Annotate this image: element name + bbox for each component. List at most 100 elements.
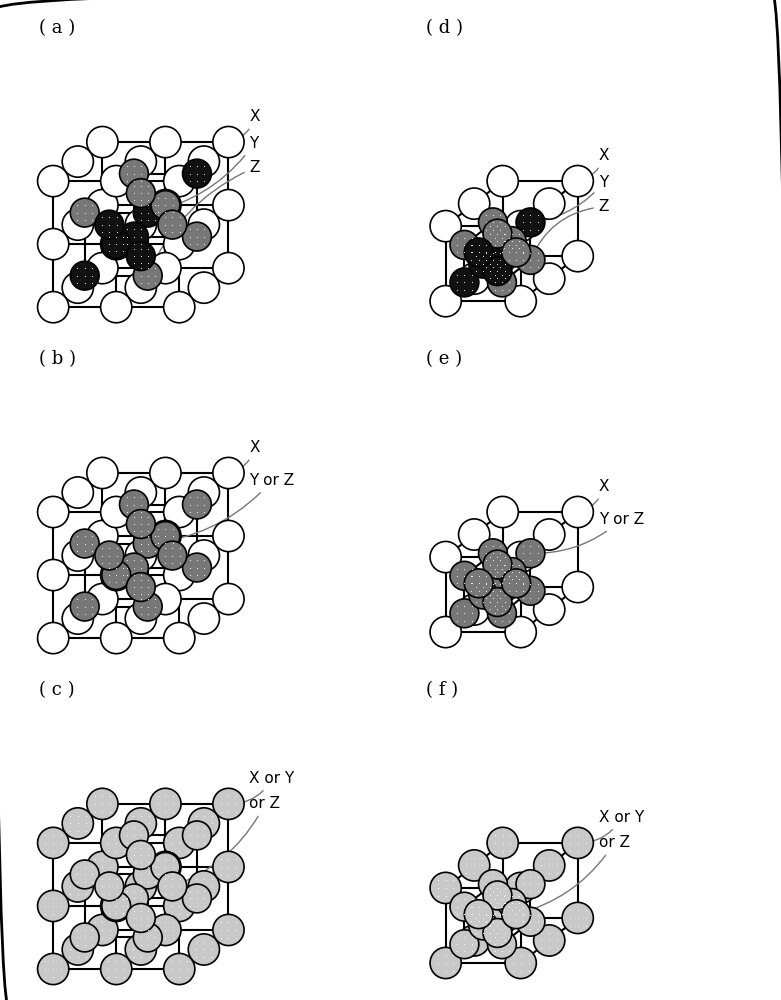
Circle shape (164, 496, 194, 528)
Circle shape (487, 571, 519, 603)
Circle shape (487, 241, 519, 272)
Circle shape (188, 209, 219, 240)
Circle shape (125, 871, 156, 902)
Circle shape (87, 788, 118, 820)
Circle shape (119, 490, 148, 519)
Circle shape (125, 540, 156, 571)
Circle shape (37, 229, 69, 260)
Circle shape (213, 253, 244, 284)
Circle shape (479, 576, 508, 605)
Text: Z: Z (532, 199, 609, 257)
Circle shape (150, 253, 181, 284)
Circle shape (119, 884, 148, 913)
Circle shape (150, 851, 181, 883)
Circle shape (487, 268, 516, 297)
Circle shape (505, 286, 537, 317)
Circle shape (70, 261, 99, 290)
Circle shape (562, 571, 594, 603)
Circle shape (502, 900, 530, 929)
Circle shape (516, 907, 545, 936)
Circle shape (62, 209, 94, 240)
Circle shape (62, 272, 94, 303)
Circle shape (125, 272, 156, 303)
Circle shape (213, 914, 244, 946)
Text: ( d ): ( d ) (426, 20, 462, 38)
Text: Y: Y (533, 175, 608, 222)
Circle shape (516, 208, 545, 237)
Circle shape (213, 851, 244, 883)
Circle shape (188, 871, 219, 902)
Circle shape (450, 230, 479, 259)
Circle shape (516, 576, 545, 605)
Circle shape (150, 788, 181, 820)
Text: ( e ): ( e ) (426, 350, 462, 368)
Text: Z: Z (149, 160, 260, 273)
Circle shape (70, 198, 99, 227)
Circle shape (188, 808, 219, 839)
Circle shape (213, 583, 244, 615)
Circle shape (464, 900, 493, 929)
Circle shape (164, 165, 194, 197)
Text: X: X (231, 109, 260, 141)
Circle shape (213, 190, 244, 221)
Circle shape (119, 222, 148, 251)
Circle shape (62, 808, 94, 839)
Circle shape (188, 272, 219, 303)
Circle shape (87, 520, 118, 552)
Circle shape (458, 263, 490, 294)
Circle shape (102, 561, 130, 589)
Circle shape (188, 540, 219, 571)
Circle shape (183, 159, 212, 188)
Circle shape (450, 268, 479, 297)
Circle shape (497, 558, 526, 586)
Circle shape (101, 559, 132, 591)
Circle shape (458, 850, 490, 881)
Circle shape (37, 622, 69, 654)
Circle shape (502, 238, 530, 267)
Circle shape (505, 616, 537, 648)
Text: X: X (580, 148, 609, 180)
Circle shape (487, 930, 516, 959)
Circle shape (464, 238, 493, 267)
Circle shape (37, 292, 69, 323)
Circle shape (516, 870, 545, 899)
Circle shape (125, 808, 156, 839)
Circle shape (101, 496, 132, 528)
Text: Y or Z: Y or Z (533, 512, 644, 553)
Text: Y: Y (151, 136, 259, 212)
Circle shape (62, 934, 94, 965)
Circle shape (150, 126, 181, 158)
Circle shape (487, 561, 516, 590)
Circle shape (487, 165, 519, 197)
Circle shape (562, 827, 594, 859)
Circle shape (458, 594, 490, 625)
Circle shape (188, 603, 219, 634)
Circle shape (458, 925, 490, 956)
Circle shape (469, 911, 497, 940)
Text: X: X (231, 440, 260, 472)
Text: ( f ): ( f ) (426, 681, 458, 699)
Circle shape (183, 490, 212, 519)
Circle shape (125, 477, 156, 508)
Circle shape (164, 827, 194, 859)
Circle shape (505, 947, 537, 979)
Circle shape (37, 496, 69, 528)
Circle shape (213, 457, 244, 489)
Circle shape (505, 211, 537, 242)
Circle shape (87, 457, 118, 489)
Circle shape (37, 953, 69, 985)
Circle shape (95, 541, 123, 570)
Circle shape (430, 286, 462, 317)
Circle shape (458, 519, 490, 550)
Circle shape (62, 871, 94, 902)
Circle shape (119, 159, 148, 188)
Circle shape (70, 860, 99, 889)
Circle shape (505, 541, 537, 573)
Text: X or Y: X or Y (231, 771, 294, 804)
Circle shape (134, 198, 162, 227)
Circle shape (151, 522, 180, 550)
Text: ( a ): ( a ) (39, 20, 76, 38)
Circle shape (483, 550, 512, 579)
Circle shape (464, 569, 493, 598)
Circle shape (87, 190, 118, 221)
